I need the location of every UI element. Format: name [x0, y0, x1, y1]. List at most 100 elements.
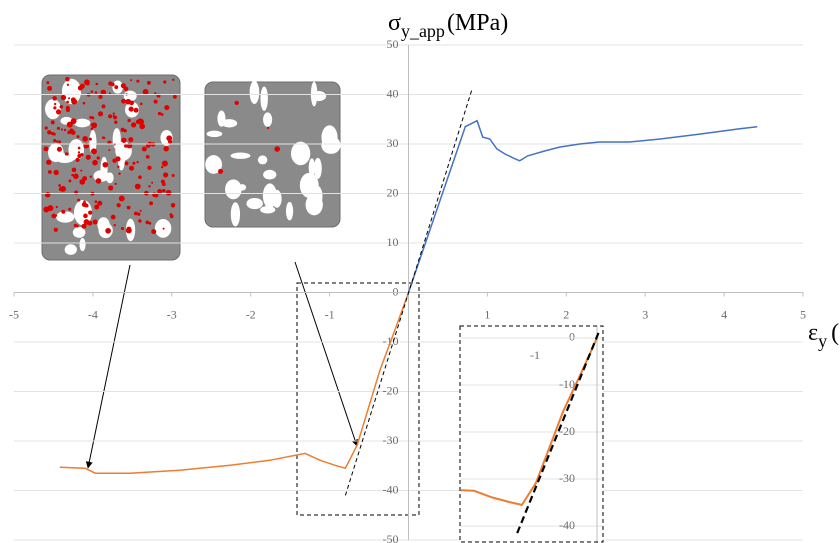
y-tick-label: -50	[383, 532, 399, 543]
bone-highlight	[163, 172, 168, 177]
bone-highlight	[58, 184, 61, 187]
bone-highlight	[69, 128, 73, 132]
bone-highlight	[61, 128, 63, 130]
bone-highlight	[80, 153, 83, 156]
chart: σy_app(MPa) εy(%) -50-40-30-20-100102030…	[0, 0, 840, 543]
bone-highlight	[54, 170, 59, 175]
bone-pore	[231, 202, 240, 226]
bone-highlight	[88, 211, 92, 215]
bone-highlight	[51, 214, 56, 219]
bone-highlight	[147, 81, 151, 85]
inset-chart: 0-10-20-30-40-1	[460, 326, 603, 543]
bone-highlight	[77, 135, 80, 138]
bone-highlight	[83, 102, 86, 105]
bone-highlight	[98, 111, 103, 116]
bone-highlight	[116, 156, 121, 161]
bone-highlight	[45, 192, 50, 197]
bone-highlight	[47, 130, 51, 134]
bone-highlight	[46, 81, 49, 84]
bone-highlight	[45, 126, 48, 129]
bone-highlight	[121, 227, 124, 230]
bone-highlight	[56, 206, 58, 208]
bone-highlight	[59, 187, 64, 192]
bone-highlight	[119, 196, 125, 202]
bone-highlight	[56, 140, 58, 142]
bone-highlight	[56, 109, 61, 114]
bone-highlight	[44, 146, 49, 151]
bone-highlight	[61, 210, 65, 214]
bone-highlight	[68, 97, 70, 99]
bone-highlight	[47, 205, 53, 211]
bone-highlight	[86, 81, 90, 85]
x-tick-label: -2	[246, 307, 256, 321]
bone-highlight	[113, 224, 115, 226]
x-label-symbol: ε	[808, 320, 818, 346]
x-label-unit: (%)	[831, 320, 840, 346]
bone-highlight	[105, 228, 111, 234]
bone-highlight	[154, 100, 158, 104]
bone-highlight	[71, 174, 73, 176]
bone-highlight	[151, 229, 156, 234]
bone-pore	[217, 111, 225, 127]
bone-highlight	[61, 95, 66, 100]
x-axis-label: εy(%)	[808, 320, 840, 351]
bone-highlight	[125, 100, 127, 102]
y-tick-label: 0	[393, 284, 399, 298]
bone-highlight	[74, 224, 77, 227]
bone-highlight	[67, 84, 69, 86]
bone-highlight	[127, 119, 130, 122]
bone-highlight	[158, 112, 161, 115]
bone-pore	[250, 81, 260, 104]
y-tick-label: 50	[387, 37, 399, 51]
bone-highlight	[121, 138, 126, 143]
bone-highlight	[151, 182, 153, 184]
bone-highlight	[68, 179, 71, 182]
series-line	[60, 293, 409, 474]
bone-highlight	[82, 136, 88, 142]
bone-highlight	[128, 137, 133, 142]
y-tick-label: 0	[569, 330, 575, 344]
y-label-symbol: σ	[388, 10, 401, 36]
bone-highlight	[138, 219, 141, 222]
bone-highlight	[171, 203, 175, 207]
bone-highlight	[77, 199, 80, 202]
bone-highlight	[59, 105, 63, 109]
zoom-box	[297, 283, 419, 515]
bone-highlight	[97, 156, 100, 159]
x-tick-label: -3	[167, 307, 177, 321]
bone-pore	[321, 136, 340, 154]
bone-highlight	[89, 138, 92, 141]
x-tick-label: 1	[484, 307, 490, 321]
bone-pore	[93, 170, 108, 182]
bone-pore	[291, 142, 310, 166]
bone-highlight	[142, 146, 147, 151]
bone-pore	[231, 153, 251, 159]
y-tick-label: 30	[387, 136, 399, 150]
bone-pore	[286, 202, 293, 221]
x-tick-label: 2	[563, 307, 569, 321]
bone-highlight	[54, 228, 58, 232]
bone-highlight	[111, 215, 116, 220]
bone-highlight	[162, 189, 166, 193]
bone-highlight	[91, 148, 97, 154]
bone-highlight	[82, 202, 87, 207]
bone-highlight	[162, 182, 166, 186]
bone-highlight	[91, 116, 94, 119]
bone-image	[205, 81, 341, 227]
y-tick-label: -40	[383, 482, 399, 496]
bone-highlight	[98, 95, 102, 99]
bone-highlight	[95, 200, 98, 203]
page: {"chart_data": [ {"type": "line", "x_lab…	[0, 0, 840, 543]
x-tick-label: -4	[88, 307, 98, 321]
bone-highlight	[166, 190, 172, 196]
bone-highlight	[78, 147, 81, 150]
bone-highlight	[163, 146, 168, 151]
bone-highlight	[65, 77, 69, 81]
bone-highlight	[54, 103, 56, 105]
bone-highlight	[75, 158, 79, 162]
bone-highlight	[140, 103, 143, 106]
bone-highlight	[68, 208, 71, 211]
bone-highlight	[97, 201, 102, 206]
bone-highlight	[52, 96, 57, 101]
bone-highlight	[134, 108, 139, 113]
